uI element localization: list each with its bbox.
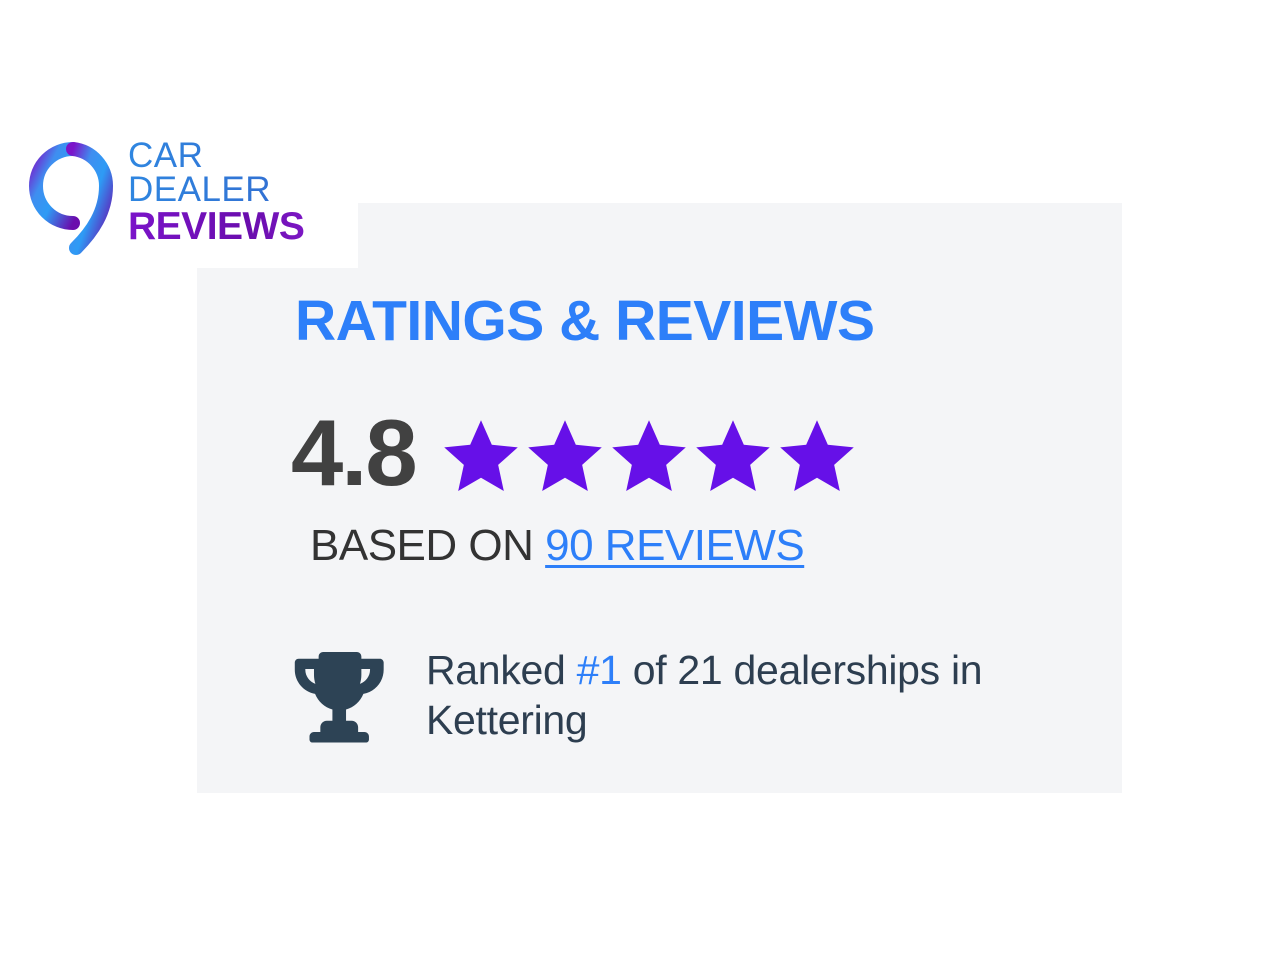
star-icon xyxy=(611,420,686,491)
ratings-and-reviews-card: RATINGS & REVIEWS 4.8 BASED ON 90 REVIEW… xyxy=(197,203,1122,793)
star-rating xyxy=(439,414,859,498)
star-icon xyxy=(695,420,770,491)
trophy-icon xyxy=(294,651,384,743)
ranking-suffix: of 21 dealerships in Kettering xyxy=(426,647,983,744)
based-on-label: BASED ON xyxy=(310,521,546,570)
brand-line-reviews: REVIEWS xyxy=(128,206,348,246)
brand-line-car: CAR xyxy=(128,138,348,173)
reviews-count-link[interactable]: 90 REVIEWS xyxy=(545,521,805,570)
rating-score: 4.8 xyxy=(291,400,418,505)
ranking-row: Ranked #1 of 21 dealerships in Kettering xyxy=(290,645,1046,745)
star-icon xyxy=(527,420,602,491)
brand-line-dealer: DEALER xyxy=(128,172,348,207)
rating-summary-row: 4.8 xyxy=(291,406,859,500)
star-icon xyxy=(443,420,518,491)
ranking-prefix: Ranked xyxy=(426,647,577,693)
based-on-row: BASED ON 90 REVIEWS xyxy=(310,521,805,571)
page-title: RATINGS & REVIEWS xyxy=(295,289,875,353)
ranking-text: Ranked #1 of 21 dealerships in Kettering xyxy=(426,645,1046,745)
ranking-position: #1 xyxy=(576,647,622,693)
star-icon xyxy=(779,420,854,491)
brand-logo[interactable]: CAR DEALER REVIEWS xyxy=(0,130,358,268)
car-dealer-reviews-circle-logo-icon xyxy=(29,142,114,255)
brand-wordmark: CAR DEALER REVIEWS xyxy=(128,138,348,259)
